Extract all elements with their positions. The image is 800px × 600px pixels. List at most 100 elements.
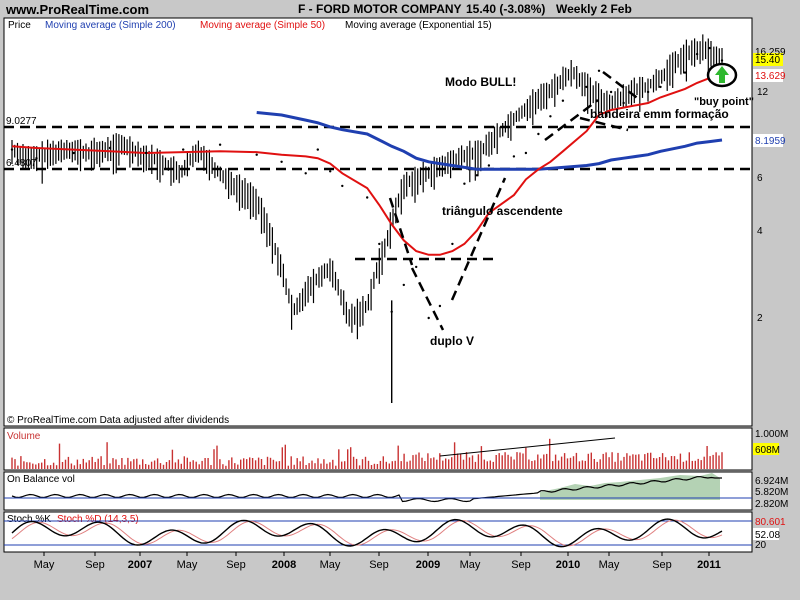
axis-label-4: 4 xyxy=(757,226,763,237)
price-point xyxy=(182,148,185,151)
axis-label-ma200: 8.1959 xyxy=(755,136,786,147)
price-point xyxy=(463,182,466,185)
price-point xyxy=(537,132,540,136)
obv-line xyxy=(11,476,722,503)
buy-arrow-icon xyxy=(715,66,729,83)
triangle-trendline xyxy=(450,177,507,301)
uptrend-line xyxy=(544,99,599,141)
x-tick-label: Sep xyxy=(85,559,105,571)
legend-ma200: Moving average (Simple 200) xyxy=(45,20,176,31)
price-point xyxy=(487,164,491,167)
price-point xyxy=(316,148,319,151)
price-point xyxy=(475,174,479,177)
legend-ema15: Moving average (Exponential 15) xyxy=(345,20,492,31)
price-points xyxy=(10,46,724,320)
price-point xyxy=(72,151,75,155)
x-tick-label: Sep xyxy=(652,559,672,571)
price-point xyxy=(597,69,601,73)
v-right-leg xyxy=(410,267,445,331)
price-point xyxy=(35,157,38,160)
level-lower-label: 6.4807 xyxy=(6,158,37,169)
price-point xyxy=(438,304,442,308)
price-point xyxy=(341,184,344,188)
x-tick-label: May xyxy=(177,559,198,571)
period-label: Weekly 2 Feb xyxy=(556,2,632,16)
x-tick-label: May xyxy=(460,559,481,571)
price-point xyxy=(646,90,650,94)
stoch-label: Stoch %K xyxy=(7,514,51,525)
obv-tick-1: 6.924M xyxy=(755,476,788,487)
price-point xyxy=(561,99,565,102)
price-panel[interactable] xyxy=(3,17,753,427)
volume-bars xyxy=(11,438,723,469)
price-point xyxy=(218,143,222,146)
legend-price: Price xyxy=(8,20,31,31)
volume-tick-1: 1.000M xyxy=(755,429,788,440)
price-point xyxy=(695,52,699,56)
stoch-tick-2: 52.08 xyxy=(755,530,780,541)
annotation-bull: Modo BULL! xyxy=(445,75,516,89)
x-tick-label: 2011 xyxy=(697,559,721,571)
obv-tick-2: 5.820M xyxy=(755,487,788,498)
axis-label-current: 15.40 xyxy=(755,55,780,66)
price-point xyxy=(390,310,393,313)
price-bars xyxy=(11,34,723,403)
ma200-line xyxy=(256,111,723,171)
price-point xyxy=(329,170,332,173)
stoch-tag xyxy=(753,528,779,540)
axis-label-12: 12 xyxy=(757,87,769,98)
x-tick-label: May xyxy=(320,559,341,571)
annotation-buy-point: "buy point" xyxy=(694,96,754,108)
v-left-leg xyxy=(388,197,414,266)
price-point xyxy=(609,90,613,94)
axis-label-6: 6 xyxy=(757,173,763,184)
price-point xyxy=(683,71,687,74)
volume-trendline xyxy=(439,437,616,457)
volume-label: Volume xyxy=(7,431,41,442)
price-point xyxy=(255,153,258,156)
x-tick-label: Sep xyxy=(369,559,389,571)
annotation-v: duplo V xyxy=(430,334,474,348)
axis-label-ma50: 13.629 xyxy=(755,71,786,82)
x-tick-label: 2007 xyxy=(128,559,152,571)
flag-lower xyxy=(579,116,629,132)
axis-label-high: 16.259 xyxy=(755,47,786,58)
price-point xyxy=(708,46,711,50)
price-change: 15.40 (-3.08%) xyxy=(466,2,546,16)
obv-area xyxy=(540,473,720,500)
price-tag-current xyxy=(753,53,783,66)
price-point xyxy=(415,265,418,269)
x-tick-label: Sep xyxy=(226,559,246,571)
obv-tick-3: 2.820M xyxy=(755,499,788,510)
price-point xyxy=(659,85,662,89)
annotation-flag: bandeira emm formação xyxy=(590,107,729,121)
volume-tick-2: 608M xyxy=(755,445,780,456)
price-point xyxy=(549,115,552,118)
price-point xyxy=(145,151,148,155)
price-point xyxy=(622,101,625,105)
price-point xyxy=(108,146,112,150)
legend-ma50: Moving average (Simple 50) xyxy=(200,20,325,31)
stoch-k-line xyxy=(11,518,723,548)
x-tick-label: Sep xyxy=(511,559,531,571)
price-tag-ma50 xyxy=(753,69,783,82)
level-upper-label: 9.0277 xyxy=(6,116,37,127)
x-tick-label: May xyxy=(599,559,620,571)
price-point xyxy=(280,160,283,163)
price-point xyxy=(451,242,454,246)
axis-label-2: 2 xyxy=(757,313,763,324)
site-name[interactable]: www.ProRealTime.com xyxy=(6,2,150,17)
price-point xyxy=(304,172,307,175)
price-point xyxy=(378,242,381,246)
price-point xyxy=(585,85,588,89)
instrument-title: F - FORD MOTOR COMPANY xyxy=(298,2,462,16)
x-tick-label: 2009 xyxy=(416,559,440,571)
footer-note: © ProRealTime.com Data adjusted after di… xyxy=(7,415,229,426)
price-point xyxy=(512,155,516,158)
price-point xyxy=(10,148,14,151)
x-tick-label: May xyxy=(34,559,55,571)
ma50-line xyxy=(11,75,723,256)
price-point xyxy=(720,59,724,62)
x-axis: May Sep 2007 May Sep 2008 May Sep 2009 May Sep 2010… xyxy=(34,552,721,571)
